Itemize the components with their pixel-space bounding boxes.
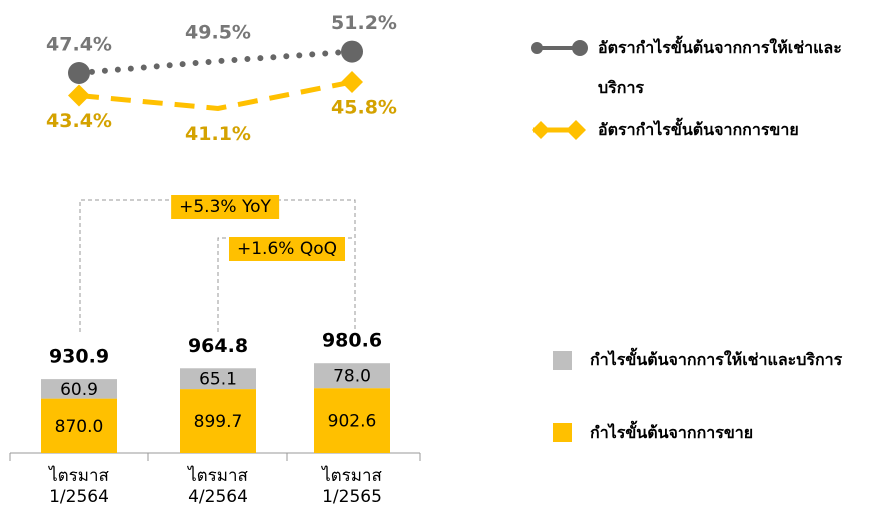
bar-segment xyxy=(180,368,256,390)
legend-label: อัตรากำไรขั้นต้นจากการขาย xyxy=(598,120,799,139)
data-label: 45.8% xyxy=(331,96,397,118)
annotation: +1.6% QoQ xyxy=(229,237,345,261)
bar-segment xyxy=(41,379,117,399)
legend-swatch xyxy=(553,423,572,442)
total-label: 930.9 xyxy=(49,346,109,368)
legend-marker xyxy=(566,120,586,140)
data-label: 47.4% xyxy=(46,33,112,55)
data-label: 60.9 xyxy=(60,380,98,400)
bar-segment xyxy=(41,398,117,453)
data-label: 49.5% xyxy=(185,22,251,44)
legend-label: กำไรขั้นต้นจากการขาย xyxy=(590,423,754,442)
data-label: 899.7 xyxy=(194,412,243,432)
marker xyxy=(341,40,363,63)
legend-icons xyxy=(531,40,588,442)
bar-segment xyxy=(314,388,390,453)
marker xyxy=(341,70,363,93)
bar-segment xyxy=(314,363,390,389)
data-label: 51.2% xyxy=(331,12,397,34)
brackets xyxy=(79,199,356,332)
annotation: +5.3% YoY xyxy=(171,195,279,219)
marker xyxy=(68,84,90,107)
legend-label: อัตรากำไรขั้นต้นจากการให้เช่าและบริการ xyxy=(598,38,842,97)
total-label: 980.6 xyxy=(322,330,382,352)
bar-segment xyxy=(180,389,256,453)
x-tick-label: ไตรมาส 1/2564 xyxy=(49,466,109,507)
legend-label: กำไรขั้นต้นจากการให้เช่าและบริการ xyxy=(590,350,843,369)
legend-marker xyxy=(572,40,588,56)
x-tick-label: ไตรมาส 4/2564 xyxy=(188,466,248,507)
data-label: 78.0 xyxy=(333,367,371,387)
legend-marker xyxy=(532,121,550,139)
data-label: 65.1 xyxy=(199,370,237,390)
data-label: 41.1% xyxy=(185,123,251,145)
x-tick-label: ไตรมาส 1/2565 xyxy=(322,466,382,507)
x-axis xyxy=(9,452,421,461)
total-label: 964.8 xyxy=(188,335,248,357)
legend-swatch xyxy=(553,351,572,370)
series-line xyxy=(76,48,355,76)
data-label: 902.6 xyxy=(328,412,377,432)
legend-marker xyxy=(531,42,543,54)
marker xyxy=(68,61,90,84)
data-label: 870.0 xyxy=(55,417,104,437)
data-label: 43.4% xyxy=(46,110,112,132)
series-line xyxy=(78,79,353,111)
